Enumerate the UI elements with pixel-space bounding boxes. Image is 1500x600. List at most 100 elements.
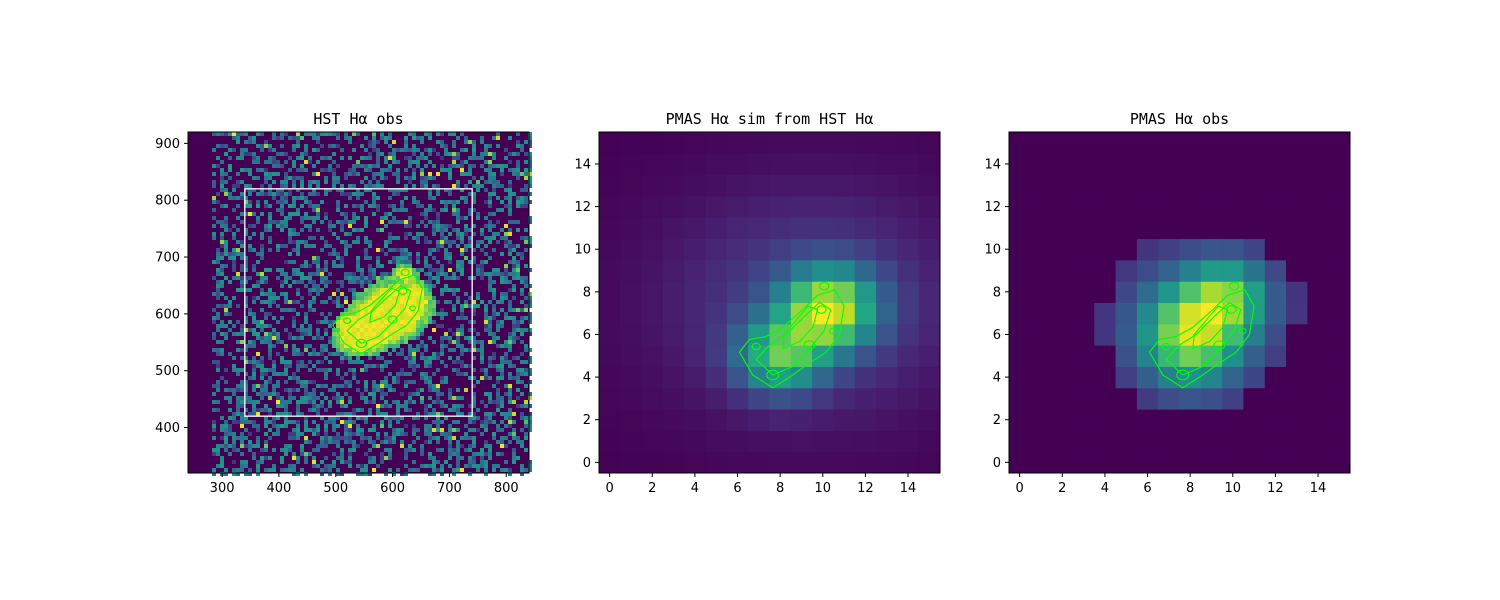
image-pixel — [312, 400, 316, 404]
image-pixel — [460, 404, 464, 408]
image-pixel — [304, 148, 308, 152]
image-pixel — [260, 236, 264, 240]
image-pixel — [384, 320, 388, 324]
image-pixel — [400, 444, 404, 448]
image-pixel — [508, 280, 512, 284]
image-pixel — [320, 144, 324, 148]
image-pixel — [356, 264, 360, 268]
image-pixel — [448, 388, 452, 392]
image-pixel — [424, 288, 428, 292]
image-pixel — [232, 324, 236, 328]
image-pixel — [216, 384, 220, 388]
image-pixel — [352, 312, 356, 316]
image-pixel — [216, 312, 220, 316]
image-pixel — [388, 144, 392, 148]
image-pixel — [240, 280, 244, 284]
x-tick-label: 6 — [733, 481, 741, 496]
image-pixel — [388, 204, 392, 208]
map-cell — [1115, 430, 1138, 453]
image-pixel — [352, 408, 356, 412]
image-pixel — [460, 344, 464, 348]
map-cell — [1072, 345, 1095, 367]
image-pixel — [456, 360, 460, 364]
image-pixel — [372, 428, 376, 432]
map-cell — [1286, 259, 1308, 282]
map-cell — [1286, 430, 1308, 453]
map-cell — [1307, 451, 1330, 474]
image-pixel — [408, 220, 412, 224]
map-cell — [684, 366, 707, 389]
image-pixel — [424, 408, 428, 412]
image-pixel — [420, 388, 424, 392]
image-pixel — [392, 268, 396, 272]
image-pixel — [472, 400, 476, 404]
map-cell — [726, 153, 749, 176]
image-pixel — [312, 308, 316, 312]
image-pixel — [292, 396, 296, 400]
image-pixel — [236, 272, 240, 276]
image-pixel — [392, 272, 396, 276]
map-cell — [1030, 195, 1053, 218]
map-cell — [748, 217, 770, 240]
image-pixel — [296, 420, 300, 424]
image-pixel — [428, 376, 432, 380]
image-pixel — [484, 420, 488, 424]
image-pixel — [244, 304, 248, 308]
image-pixel — [224, 172, 228, 176]
image-pixel — [344, 428, 348, 432]
map-cell — [1243, 174, 1266, 197]
image-pixel — [516, 272, 520, 276]
image-pixel — [264, 192, 268, 196]
map-cell — [854, 174, 877, 197]
image-pixel — [292, 452, 296, 456]
image-pixel — [444, 312, 448, 316]
image-pixel — [388, 280, 392, 284]
image-pixel — [524, 176, 528, 180]
map-cell — [1158, 132, 1180, 154]
image-pixel — [212, 148, 216, 152]
image-pixel — [504, 416, 508, 420]
map-cell — [876, 259, 898, 282]
image-pixel — [356, 228, 360, 232]
image-pixel — [320, 436, 324, 440]
image-pixel — [448, 200, 452, 204]
image-pixel — [444, 416, 448, 420]
image-pixel — [388, 260, 392, 264]
image-pixel — [348, 316, 352, 320]
image-pixel — [252, 328, 256, 332]
image-pixel — [428, 132, 432, 136]
map-cell — [918, 217, 941, 240]
image-pixel — [368, 180, 372, 184]
image-pixel — [416, 428, 420, 432]
image-pixel — [288, 236, 292, 240]
image-pixel — [232, 188, 236, 192]
image-pixel — [276, 248, 280, 252]
image-pixel — [440, 240, 444, 244]
image-pixel — [312, 236, 316, 240]
image-pixel — [488, 212, 492, 216]
image-pixel — [380, 388, 384, 392]
map-cell — [769, 153, 792, 176]
image-pixel — [392, 328, 396, 332]
map-cell — [1072, 387, 1095, 410]
image-pixel — [376, 248, 380, 252]
image-pixel — [272, 372, 276, 376]
image-pixel — [236, 140, 240, 144]
image-pixel — [492, 172, 496, 176]
image-pixel — [512, 256, 516, 260]
image-pixel — [516, 172, 520, 176]
image-pixel — [224, 396, 228, 400]
image-pixel — [212, 400, 216, 404]
map-cell — [705, 366, 728, 389]
image-pixel — [248, 376, 252, 380]
image-pixel — [384, 380, 388, 384]
image-pixel — [248, 204, 252, 208]
image-pixel — [496, 208, 500, 212]
image-pixel — [416, 436, 420, 440]
image-pixel — [528, 396, 532, 400]
image-pixel — [320, 168, 324, 172]
image-pixel — [416, 316, 420, 320]
image-pixel — [404, 208, 408, 212]
map-cell — [1243, 409, 1266, 431]
image-pixel — [428, 456, 432, 460]
